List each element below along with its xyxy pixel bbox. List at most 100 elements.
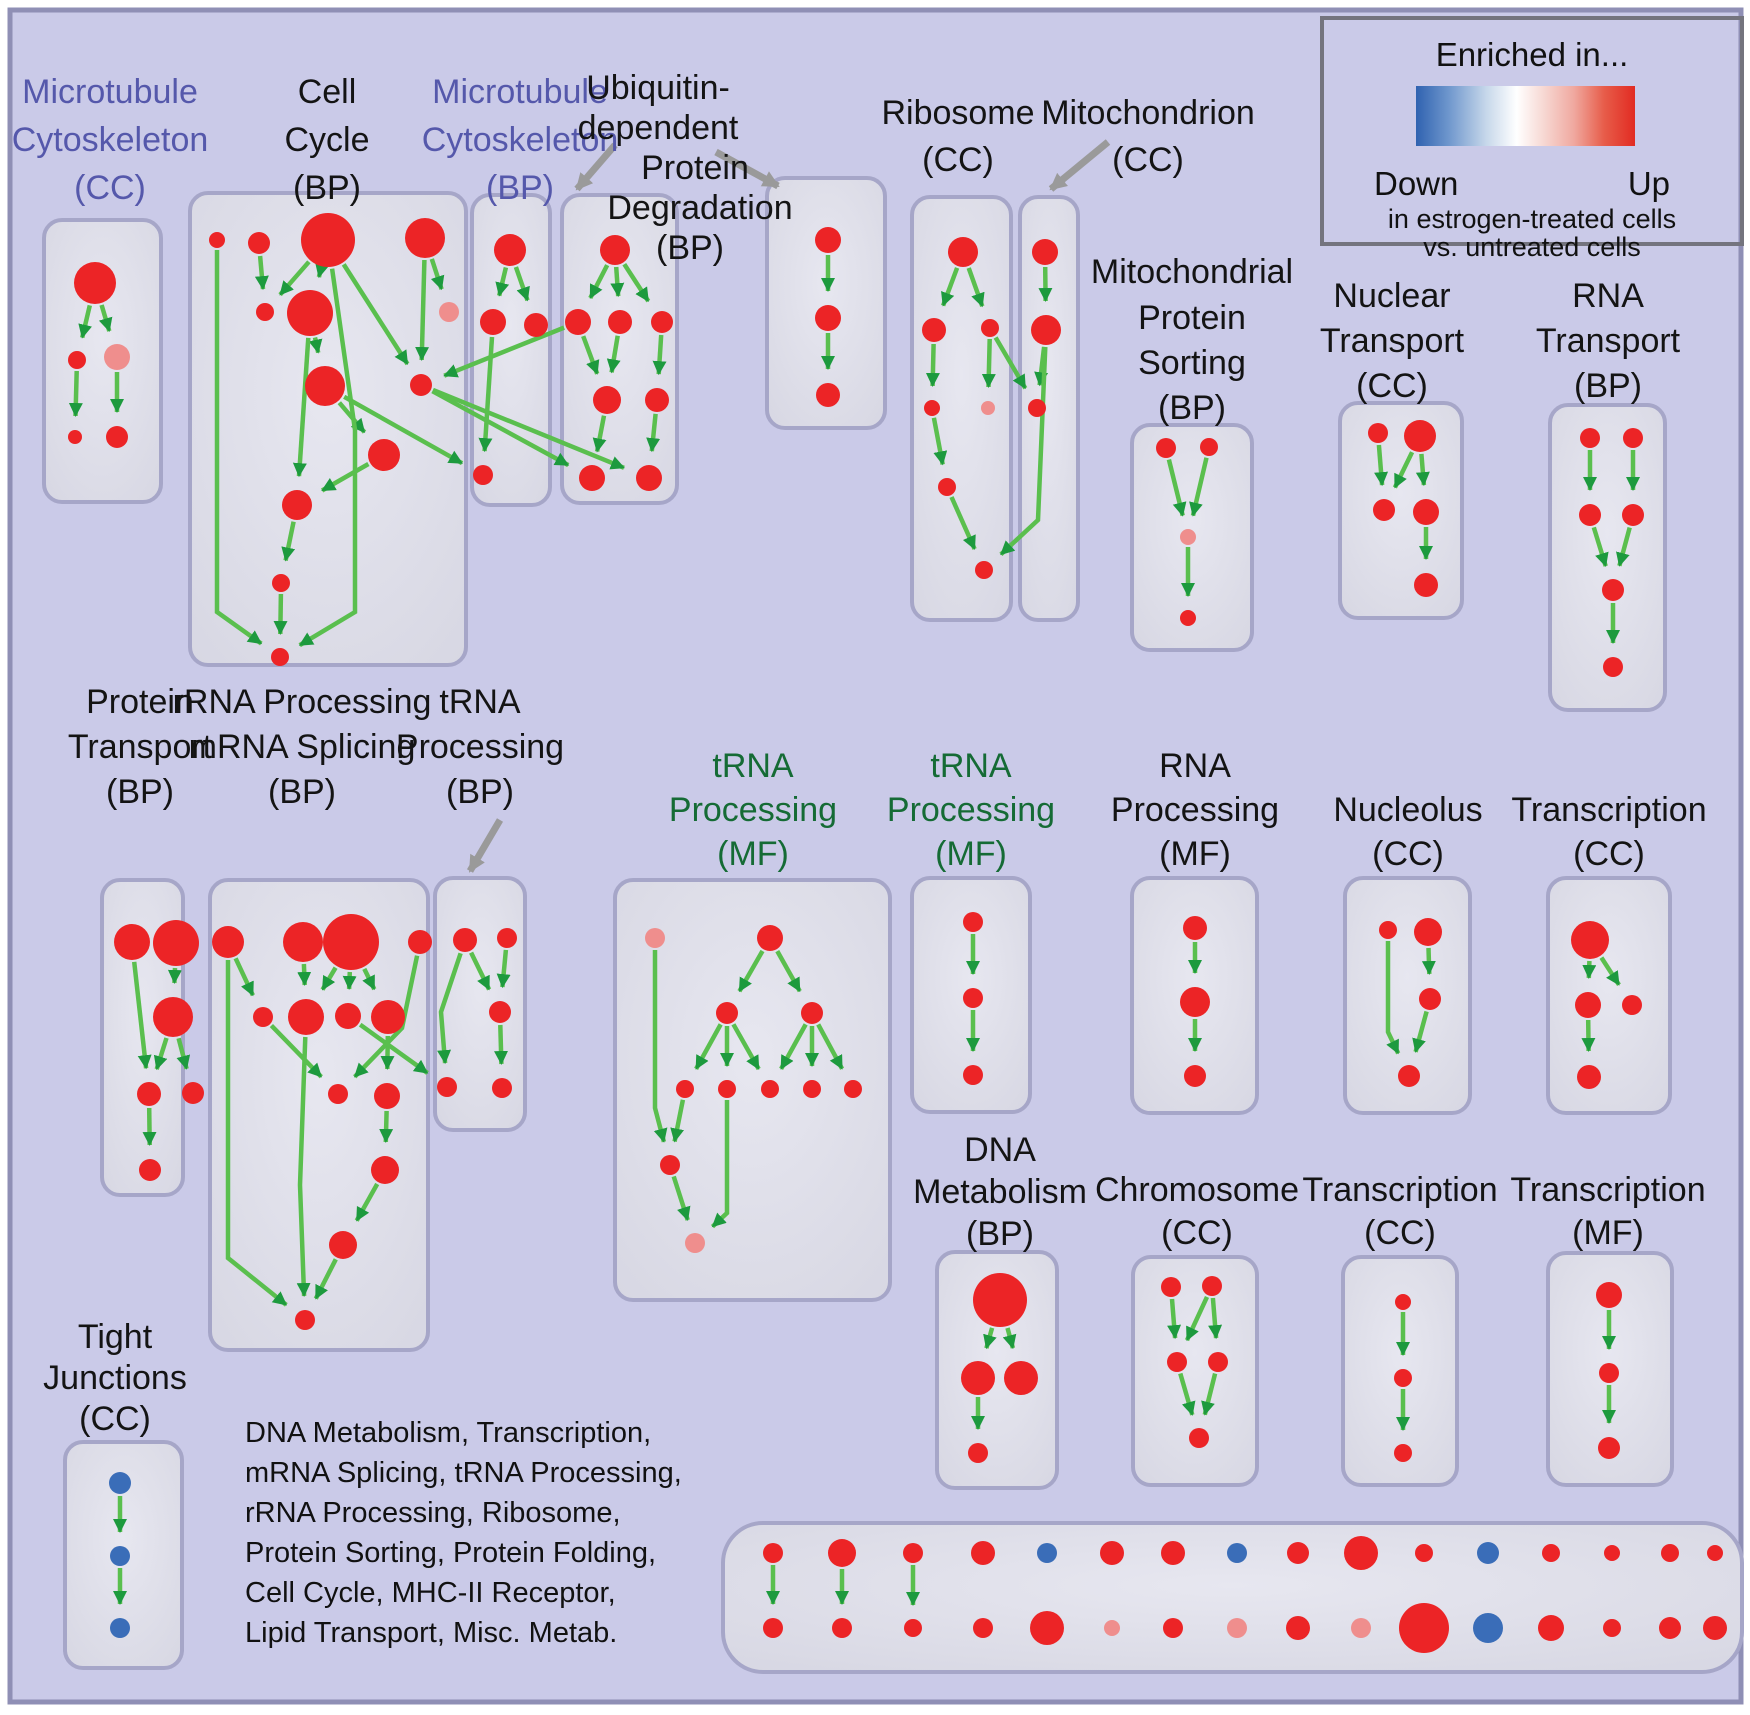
edge-cc_b-cc_e bbox=[254, 255, 269, 291]
node-rt2 bbox=[1623, 428, 1643, 448]
strip-node-top-2 bbox=[903, 1543, 923, 1563]
strip-node-bottom-5 bbox=[1104, 1620, 1120, 1636]
edge-cc_f-cc_h bbox=[308, 337, 323, 354]
box-ribosome-cc bbox=[910, 195, 1013, 622]
edge-cc_i-m2f bbox=[431, 389, 570, 468]
strip-node-bottom-0 bbox=[763, 1618, 783, 1638]
node-rr2 bbox=[283, 922, 323, 962]
edge-rr3-rs2 bbox=[320, 966, 338, 991]
edge-nt2-nt4 bbox=[1415, 453, 1430, 487]
misc-text-line: DNA Metabolism, Transcription, bbox=[245, 1417, 652, 1449]
misc-text-line: mRNA Splicing, tRNA Processing, bbox=[245, 1457, 682, 1489]
edge-mtcc2-mtcc4 bbox=[68, 370, 83, 417]
node-tf3 bbox=[963, 1065, 983, 1085]
edge-cc_j-cc_k bbox=[320, 462, 370, 493]
pointer-arrow-trna-bp bbox=[466, 818, 504, 873]
strip-node-top-3 bbox=[971, 1541, 995, 1565]
node-pt4 bbox=[137, 1082, 161, 1106]
legend-gradient-bar bbox=[1416, 86, 1635, 146]
node-rrc2 bbox=[329, 1231, 357, 1259]
node-m2d bbox=[593, 386, 621, 414]
node-cc_i bbox=[410, 374, 432, 396]
box-transcription-cc-1 bbox=[1546, 876, 1672, 1115]
edge-m2t-m2b bbox=[610, 266, 625, 298]
node-rt3 bbox=[1579, 504, 1601, 526]
node-tf2 bbox=[963, 988, 983, 1008]
edge-nc3-nc4 bbox=[1412, 1010, 1429, 1053]
edge-rb2-rb4 bbox=[925, 343, 940, 387]
node-tb4 bbox=[437, 1077, 457, 1097]
edge-rrc2-rrd bbox=[313, 1258, 338, 1300]
edge-rb3-mt3 bbox=[993, 336, 1028, 390]
node-tmc5 bbox=[844, 1080, 862, 1098]
node-rrb2 bbox=[374, 1083, 400, 1109]
box-ubiquitin-degradation-bp-1 bbox=[560, 193, 679, 505]
edge-pt3-pt4 bbox=[153, 1037, 169, 1071]
edge-dm1-dm2 bbox=[983, 1327, 997, 1350]
node-rr4 bbox=[408, 930, 432, 954]
misc-text-line: Protein Sorting, Protein Folding, bbox=[245, 1537, 657, 1569]
node-rb2 bbox=[922, 318, 946, 342]
edge-ch4-ch5 bbox=[1201, 1373, 1218, 1416]
node-cc_g bbox=[439, 302, 459, 322]
legend-up-label: Up bbox=[1627, 165, 1670, 202]
node-tj3 bbox=[110, 1618, 130, 1638]
legend-subtitle-1: in estrogen-treated cells bbox=[1387, 204, 1677, 234]
node-rb1 bbox=[948, 237, 978, 267]
edge-tmd-tme bbox=[671, 1175, 691, 1222]
box-mitochondrion-cc bbox=[1018, 195, 1080, 622]
node-m2g bbox=[636, 465, 662, 491]
edge-tmb-tmc3 bbox=[779, 1023, 808, 1070]
node-u3 bbox=[816, 383, 840, 407]
strip-node-top-7 bbox=[1227, 1543, 1247, 1563]
node-tb5 bbox=[492, 1078, 512, 1098]
node-rp1 bbox=[1183, 916, 1207, 940]
strip-node-bottom-13 bbox=[1603, 1619, 1621, 1637]
node-mtcc4 bbox=[68, 430, 82, 444]
node-cc_c bbox=[301, 213, 355, 267]
node-nt4 bbox=[1413, 499, 1439, 525]
edge-rr3-rs3 bbox=[342, 971, 357, 990]
node-m1c bbox=[473, 465, 493, 485]
box-rrna-processing-mrna-splicing-bp bbox=[208, 878, 430, 1352]
box-microtubule-cytoskeleton-cc bbox=[42, 218, 163, 504]
node-rb3 bbox=[981, 319, 999, 337]
node-cc_e bbox=[256, 303, 274, 321]
edge-tb2-tb3 bbox=[496, 949, 511, 989]
node-rt5 bbox=[1602, 579, 1624, 601]
node-m2t bbox=[600, 235, 630, 265]
misc-text-line: rRNA Processing, Ribosome, bbox=[245, 1497, 621, 1529]
node-tm1 bbox=[1596, 1282, 1622, 1308]
node-ms2 bbox=[1200, 438, 1218, 456]
node-cc_f bbox=[287, 290, 333, 336]
node-tmb bbox=[801, 1002, 823, 1024]
node-rb5 bbox=[981, 401, 995, 415]
strip-node-bottom-10 bbox=[1399, 1603, 1449, 1653]
edge-ms1-ms3 bbox=[1166, 459, 1187, 517]
node-tb3 bbox=[489, 1001, 511, 1023]
box-trna-processing-mf-1 bbox=[613, 878, 892, 1302]
edge-m2t-m2a bbox=[588, 264, 610, 300]
strip-node-bottom-9 bbox=[1351, 1618, 1371, 1638]
edge-nc1-nc4 bbox=[1385, 941, 1401, 1055]
node-mt2 bbox=[1031, 315, 1061, 345]
edge-rb3-rb5 bbox=[981, 338, 996, 388]
edge-m2b-m2d bbox=[606, 335, 621, 374]
strip-node-top-5 bbox=[1100, 1541, 1124, 1565]
node-nc1 bbox=[1379, 921, 1397, 939]
strip-node-top-10 bbox=[1415, 1544, 1433, 1562]
strip-node-top-11 bbox=[1477, 1542, 1499, 1564]
node-tb1 bbox=[453, 928, 477, 952]
node-tm2 bbox=[1599, 1363, 1619, 1383]
node-m2b bbox=[608, 310, 632, 334]
node-rs3 bbox=[335, 1003, 361, 1029]
node-pt2 bbox=[153, 920, 199, 966]
node-tmt bbox=[757, 925, 783, 951]
node-cc_k bbox=[282, 490, 312, 520]
node-ch4 bbox=[1208, 1352, 1228, 1372]
node-rb4 bbox=[924, 400, 940, 416]
node-m2a bbox=[565, 309, 591, 335]
node-tj2 bbox=[110, 1546, 130, 1566]
node-mtcc3 bbox=[104, 344, 130, 370]
strip-node-top-15 bbox=[1707, 1545, 1723, 1561]
